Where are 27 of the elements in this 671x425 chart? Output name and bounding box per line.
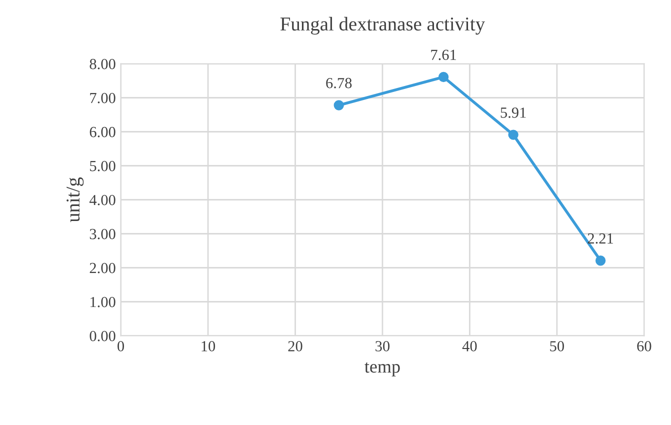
data-label: 5.91 bbox=[500, 108, 526, 118]
data-label: 6.78 bbox=[326, 78, 352, 88]
y-tick-label: 3.00 bbox=[90, 228, 116, 240]
data-label: 2.21 bbox=[588, 233, 613, 244]
point bbox=[595, 256, 606, 266]
point bbox=[508, 130, 518, 140]
x-tick-label: 20 bbox=[288, 341, 302, 352]
point bbox=[334, 100, 344, 110]
y-tick-label: 8.00 bbox=[90, 58, 116, 70]
y-tick-label: 6.00 bbox=[90, 126, 116, 138]
y-tick-label: 4.00 bbox=[89, 194, 116, 206]
x-tick-label: 30 bbox=[376, 341, 390, 352]
x-tick-label: 0 bbox=[118, 341, 124, 352]
y-tick-label: 7.00 bbox=[90, 92, 116, 104]
y-tick-label: 2.00 bbox=[90, 262, 116, 274]
y-axis-title: unit/g bbox=[66, 177, 84, 222]
y-tick-label: 5.00 bbox=[90, 160, 116, 172]
x-tick-label: 40 bbox=[462, 341, 477, 352]
data-label: 7.61 bbox=[431, 50, 456, 60]
x-tick-label: 10 bbox=[202, 341, 216, 352]
x-axis-title: temp bbox=[364, 362, 400, 376]
x-tick-label: 50 bbox=[550, 341, 564, 352]
y-tick-label: 0.00 bbox=[90, 330, 116, 342]
chart-title: Fungal dextranase activity bbox=[280, 16, 485, 35]
point bbox=[438, 72, 449, 82]
x-tick-label: 60 bbox=[637, 341, 652, 352]
y-tick-label: 1.00 bbox=[90, 296, 116, 308]
